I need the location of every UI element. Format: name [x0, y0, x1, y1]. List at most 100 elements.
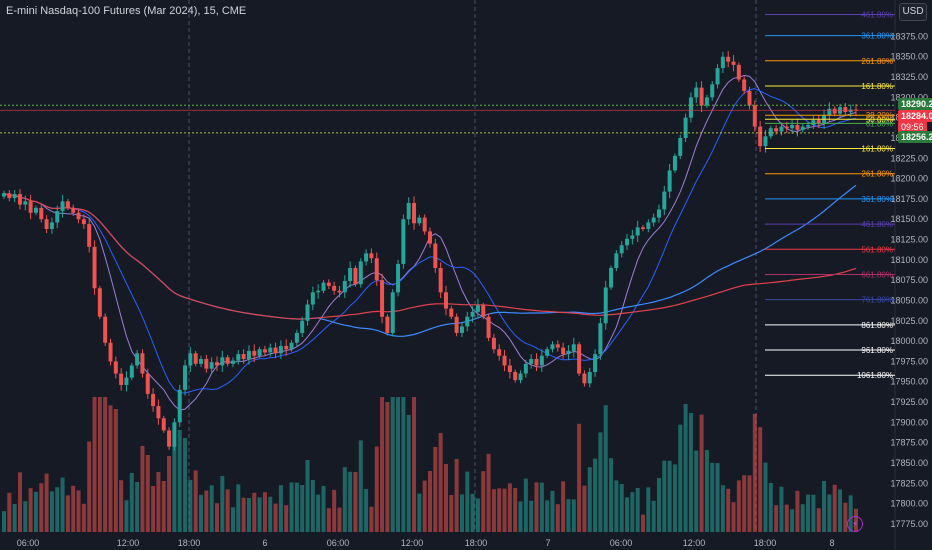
- candle-body: [459, 326, 464, 333]
- y-tick-label: 18200.00: [890, 174, 928, 184]
- candle-body: [843, 107, 848, 112]
- candle-body: [65, 201, 70, 208]
- candle-body: [438, 267, 443, 293]
- volume-bar: [625, 497, 630, 532]
- volume-bar: [262, 492, 267, 532]
- fib-lower-level-label: 261.80%: [861, 170, 893, 179]
- volume-bar: [630, 492, 635, 532]
- volume-bar: [151, 486, 156, 532]
- price-badge-last: 18284.00: [898, 110, 932, 122]
- volume-bar: [656, 478, 661, 532]
- candle-body: [523, 363, 528, 374]
- candle-body: [433, 243, 438, 268]
- volume-bar: [475, 498, 480, 532]
- volume-bar: [603, 405, 608, 532]
- fib-upper-level-label: 261.80%: [861, 57, 893, 66]
- volume-bar: [300, 485, 305, 532]
- candle-body: [188, 353, 193, 366]
- volume-bar: [161, 481, 166, 532]
- candle-body: [428, 231, 432, 244]
- volume-bar: [635, 488, 640, 532]
- volume-bar: [342, 467, 347, 532]
- volume-bar: [838, 489, 843, 532]
- candle-body: [353, 267, 358, 285]
- candle-body: [656, 209, 661, 218]
- ma-fast-line: [3, 88, 857, 394]
- candle-body: [603, 287, 608, 324]
- fib-upper-level-label: 361.80%: [861, 32, 893, 41]
- volume-bar: [284, 505, 289, 532]
- volume-bar: [23, 501, 28, 532]
- volume-bar: [646, 487, 651, 532]
- volume-bar: [811, 494, 816, 532]
- candle-body: [193, 353, 198, 364]
- volume-bar: [518, 501, 523, 532]
- candle-body: [401, 219, 406, 264]
- candle-body: [625, 238, 630, 246]
- volume-bar: [396, 397, 401, 532]
- candle-body: [752, 105, 757, 127]
- candle-body: [332, 285, 337, 291]
- candle-body: [220, 357, 225, 366]
- volume-bar: [774, 505, 779, 532]
- candle-body: [800, 126, 805, 130]
- candle-body: [768, 128, 773, 137]
- candle-body: [465, 316, 470, 327]
- volume-bar: [183, 438, 188, 532]
- volume-bar: [204, 490, 209, 532]
- lightning-icon[interactable]: ⚡: [847, 516, 863, 532]
- volume-bar: [49, 491, 54, 532]
- candle-body: [385, 316, 390, 333]
- volume-bar: [822, 481, 827, 532]
- volume-bar: [662, 460, 667, 532]
- candle-body: [140, 353, 145, 374]
- volume-bar: [225, 489, 230, 532]
- volume-bar: [683, 404, 688, 532]
- y-tick-label: 18225.00: [890, 153, 928, 163]
- fib-lower-level-label: 961.80%: [861, 346, 893, 355]
- candle-body: [252, 350, 257, 356]
- candle-body: [348, 267, 353, 281]
- fib-lower-level-label: 661.80%: [861, 270, 893, 279]
- volume-bar: [44, 473, 49, 532]
- volume-bar: [124, 500, 129, 532]
- price-badge-bottom: 18256.25: [898, 131, 932, 143]
- candle-body: [81, 219, 86, 225]
- candle-body: [619, 245, 624, 254]
- volume-bar: [747, 475, 752, 532]
- volume-bar: [614, 480, 619, 532]
- volume-bar: [215, 503, 219, 532]
- volume-bar: [337, 507, 342, 532]
- candle-body: [151, 393, 156, 407]
- candle-body: [827, 108, 832, 116]
- volume-bar: [449, 495, 454, 532]
- volume-bar: [832, 484, 837, 532]
- candle-body: [92, 246, 97, 289]
- candle-body: [17, 194, 22, 205]
- candle-body: [550, 344, 555, 350]
- volume-bar: [241, 497, 246, 532]
- currency-button[interactable]: USD: [899, 3, 927, 21]
- volume-bar: [768, 483, 773, 532]
- candle-body: [87, 224, 92, 247]
- y-tick-label: 17875.00: [890, 438, 928, 448]
- candle-body: [167, 430, 172, 447]
- candle-body: [300, 320, 305, 333]
- candle-body: [71, 207, 76, 213]
- volume-bar: [156, 472, 161, 532]
- volume-bar: [726, 488, 731, 532]
- candle-body: [55, 211, 60, 223]
- candle-body: [683, 117, 688, 138]
- volume-bar: [87, 441, 92, 532]
- candle-body: [60, 201, 65, 212]
- candle-body: [502, 355, 507, 366]
- volume-bar: [534, 482, 539, 532]
- volume-bar: [470, 493, 475, 532]
- fib-lower-level-label: 1061.80%: [857, 371, 893, 380]
- volume-bar: [731, 502, 736, 532]
- volume-bar: [752, 413, 757, 532]
- candle-body: [204, 358, 209, 369]
- fib-lower-level-label: 761.80%: [861, 296, 893, 305]
